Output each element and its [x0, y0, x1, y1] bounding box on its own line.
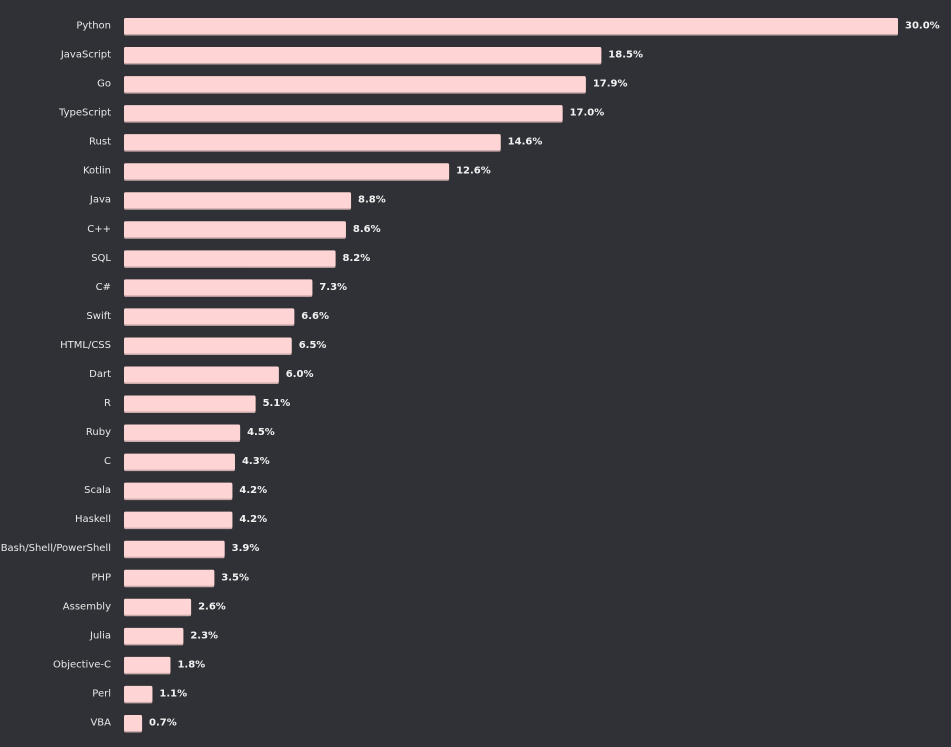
category-label: Go	[97, 79, 111, 90]
category-label: Dart	[89, 369, 111, 380]
value-label: 14.6%	[508, 137, 543, 148]
category-label: C	[104, 456, 111, 467]
bar	[124, 598, 192, 615]
category-label: Kotlin	[83, 166, 111, 177]
bar	[124, 424, 241, 441]
bars	[124, 18, 898, 733]
category-label: Python	[76, 21, 111, 32]
value-label: 3.5%	[221, 572, 249, 583]
category-label: Assembly	[63, 601, 111, 612]
bar	[124, 250, 336, 267]
bar	[124, 192, 352, 209]
category-label: Ruby	[86, 427, 111, 438]
bar	[124, 627, 184, 644]
bar	[124, 482, 233, 499]
category-label: Objective-C	[53, 659, 111, 670]
category-label: R	[104, 398, 111, 409]
bar	[124, 308, 295, 325]
value-label: 1.1%	[159, 688, 187, 699]
value-label: 17.0%	[570, 108, 605, 119]
value-label: 2.6%	[198, 601, 226, 612]
category-label: JavaScript	[60, 50, 111, 61]
value-label: 30.0%	[905, 21, 940, 32]
value-label: 0.7%	[149, 717, 177, 728]
value-label: 6.5%	[299, 340, 327, 351]
bar	[124, 221, 346, 238]
bar	[124, 76, 586, 93]
value-label: 18.5%	[608, 50, 643, 61]
bar	[124, 656, 171, 673]
value-label: 1.8%	[177, 659, 205, 670]
bar	[124, 134, 501, 151]
bar	[124, 105, 563, 122]
value-labels: 30.0% 18.5% 17.9% 17.0% 14.6% 12.6% 8.8% 8.6% 8.…	[149, 21, 940, 729]
category-label: Scala	[84, 485, 111, 496]
value-label: 4.2%	[239, 514, 267, 525]
bar	[124, 279, 313, 296]
bar	[124, 453, 235, 470]
value-label: 4.5%	[247, 427, 275, 438]
value-label: 4.2%	[239, 485, 267, 496]
bar	[124, 395, 256, 412]
bar	[124, 18, 898, 34]
value-label: 2.3%	[190, 630, 218, 641]
value-label: 8.6%	[353, 224, 381, 235]
bar	[124, 569, 215, 586]
bar	[124, 685, 153, 702]
category-labels: Python JavaScript Go TypeScript Rust Kotlin Ja…	[1, 21, 112, 729]
category-label: PHP	[91, 572, 111, 583]
category-label: Julia	[89, 630, 111, 641]
bar	[124, 511, 233, 528]
value-label: 5.1%	[263, 398, 291, 409]
bar	[124, 163, 450, 180]
category-label: Rust	[89, 137, 111, 148]
category-label: C#	[96, 282, 111, 293]
bar	[124, 366, 279, 383]
category-label: TypeScript	[58, 108, 111, 119]
category-label: VBA	[90, 717, 111, 728]
value-label: 6.6%	[301, 311, 329, 322]
bar	[124, 540, 225, 557]
value-label: 12.6%	[456, 166, 491, 177]
value-label: 8.8%	[358, 195, 386, 206]
category-label: Perl	[92, 688, 111, 699]
value-label: 7.3%	[319, 282, 347, 293]
category-label: SQL	[91, 253, 111, 264]
category-label: Swift	[86, 311, 111, 322]
value-label: 17.9%	[593, 79, 628, 90]
bar	[124, 714, 143, 731]
category-label: Java	[89, 195, 111, 206]
value-label: 3.9%	[232, 543, 260, 554]
value-label: 4.3%	[242, 456, 270, 467]
value-label: 8.2%	[343, 253, 371, 264]
category-label: C++	[87, 224, 111, 235]
value-label: 6.0%	[286, 369, 314, 380]
category-label: Haskell	[75, 514, 111, 525]
category-label: HTML/CSS	[60, 340, 111, 351]
bar	[124, 47, 602, 64]
bar	[124, 337, 292, 354]
category-label: Bash/Shell/PowerShell	[1, 543, 111, 554]
